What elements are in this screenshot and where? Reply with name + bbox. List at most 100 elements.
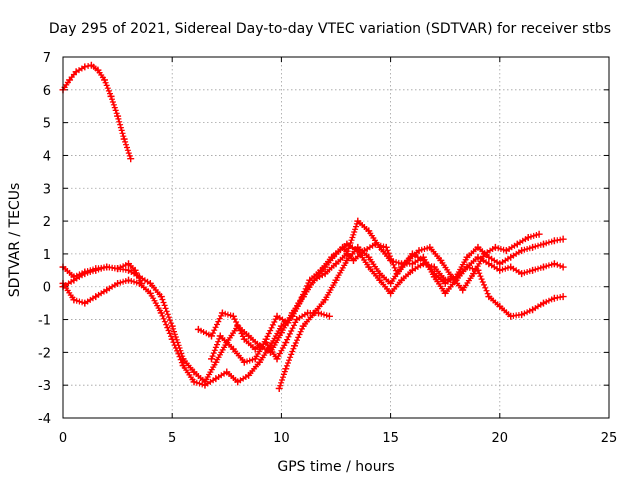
x-tick-label: 10 [273, 431, 290, 446]
data-point [398, 263, 406, 271]
data-point [349, 256, 357, 264]
data-point [408, 266, 416, 274]
data-point [529, 243, 537, 251]
data-point [387, 279, 395, 287]
data-point [437, 256, 445, 264]
data-point [251, 345, 259, 353]
data-point [273, 355, 281, 363]
data-point [223, 368, 231, 376]
series-group [59, 61, 567, 392]
data-point [168, 335, 176, 343]
data-point [66, 76, 74, 84]
data-point [559, 235, 567, 243]
series-trace-1 [59, 61, 135, 163]
data-point [354, 217, 362, 225]
data-point [426, 243, 434, 251]
data-point [194, 325, 202, 333]
series-line [62, 64, 132, 160]
series-markers [60, 62, 133, 159]
data-point [70, 296, 78, 304]
data-point [474, 253, 482, 261]
series-trace-4 [59, 260, 146, 291]
data-point [81, 63, 89, 71]
data-point [299, 322, 307, 330]
data-point [282, 365, 290, 373]
data-point [507, 253, 515, 261]
y-tick-label: 3 [43, 182, 51, 197]
data-point [376, 270, 384, 278]
y-tick-labels: -4 -3 -2 -1 0 1 2 3 4 5 6 7 [38, 51, 51, 427]
data-point [295, 299, 303, 307]
data-point [87, 61, 95, 69]
y-tick-label: 7 [43, 51, 51, 66]
data-point [539, 263, 547, 271]
data-point [518, 311, 526, 319]
x-tick-label: 15 [382, 431, 399, 446]
data-point [245, 332, 253, 340]
data-point [496, 302, 504, 310]
data-point [463, 253, 471, 261]
data-point [92, 266, 100, 274]
data-point [138, 279, 146, 287]
data-point [72, 68, 80, 76]
data-point [382, 243, 390, 251]
data-point [179, 361, 187, 369]
data-point [208, 355, 216, 363]
data-point [282, 339, 290, 347]
y-tick-label: -3 [38, 379, 51, 394]
data-point [293, 316, 301, 324]
data-point [496, 260, 504, 268]
data-point [262, 335, 270, 343]
y-tick-label: 5 [43, 117, 51, 132]
data-point [100, 76, 108, 84]
data-point [201, 381, 209, 389]
data-point [103, 263, 111, 271]
data-point [317, 266, 325, 274]
data-point [125, 266, 133, 274]
data-point [550, 260, 558, 268]
y-tick-label: 0 [43, 281, 51, 296]
data-point [415, 247, 423, 255]
x-tick-label: 20 [492, 431, 509, 446]
y-tick-label: -2 [38, 346, 51, 361]
data-point [559, 293, 567, 301]
data-point [157, 309, 165, 317]
data-point [146, 279, 154, 287]
y-tick-label: -1 [38, 314, 51, 329]
data-point [529, 306, 537, 314]
data-point [273, 312, 281, 320]
plot-frame [62, 56, 610, 419]
data-point [70, 276, 78, 284]
data-point [146, 289, 154, 297]
data-point [343, 256, 351, 264]
data-point [256, 358, 264, 366]
data-point [419, 256, 427, 264]
data-point [507, 263, 515, 271]
data-point [518, 270, 526, 278]
data-point [304, 309, 312, 317]
data-point [491, 243, 499, 251]
data-point [240, 358, 248, 366]
x-tick-label: 5 [168, 431, 176, 446]
data-point [275, 384, 283, 392]
y-tick-label: 4 [43, 149, 51, 164]
data-point [485, 253, 493, 261]
x-tick-label: 25 [601, 431, 618, 446]
data-point [550, 237, 558, 245]
data-point [212, 375, 220, 383]
data-point [208, 332, 216, 340]
data-point [559, 263, 567, 271]
y-axis-label: SDTVAR / TECUs [7, 183, 23, 298]
y-tick-label: 2 [43, 215, 51, 230]
data-point [452, 273, 460, 281]
data-point [539, 240, 547, 248]
data-point [502, 247, 510, 255]
data-point [310, 309, 318, 317]
data-point [190, 368, 198, 376]
data-point [365, 263, 373, 271]
data-point [291, 342, 299, 350]
data-point [325, 312, 333, 320]
data-point [518, 247, 526, 255]
data-point [459, 286, 467, 294]
